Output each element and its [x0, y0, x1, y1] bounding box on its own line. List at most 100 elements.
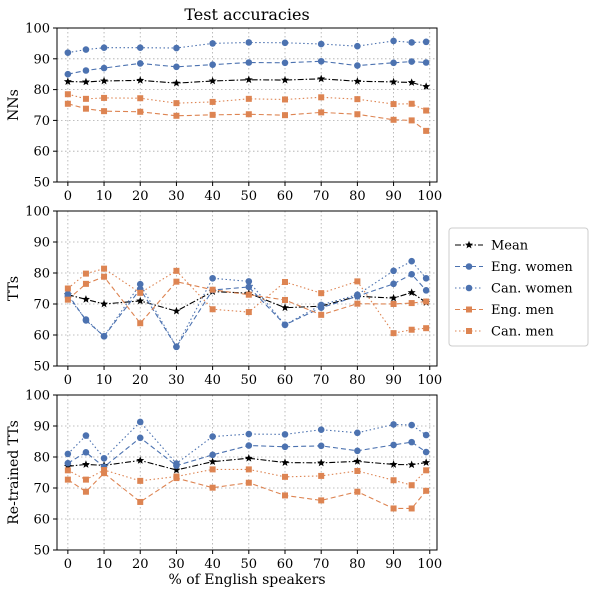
data-point [137, 289, 144, 296]
data-point [245, 479, 252, 486]
x-tick-label: 100 [417, 373, 442, 388]
data-point [389, 77, 398, 86]
data-point [422, 458, 431, 466]
data-point [100, 44, 108, 52]
y-tick-label: 60 [33, 145, 50, 160]
data-point [64, 100, 71, 107]
series-eng-women [64, 434, 430, 471]
data-point [422, 448, 430, 456]
data-point [101, 470, 108, 477]
data-point [101, 467, 108, 474]
data-point [281, 321, 289, 329]
data-point [137, 498, 144, 505]
x-tick-label: 100 [417, 557, 442, 572]
data-point [173, 278, 180, 285]
data-point [422, 431, 430, 439]
x-tick-label: 80 [349, 373, 366, 388]
data-point [408, 39, 415, 46]
series-eng-men [64, 470, 430, 512]
data-point [354, 278, 361, 285]
data-point [354, 488, 361, 495]
data-point [423, 298, 430, 305]
data-point [354, 447, 361, 455]
x-tick-label: 20 [132, 373, 149, 388]
data-point [282, 492, 288, 499]
data-point [408, 505, 415, 512]
data-point [407, 288, 416, 296]
data-point [82, 270, 89, 277]
data-point [100, 76, 109, 85]
data-point [390, 116, 397, 123]
panel-nns: 0 10 20 30 40 50 60 70 80 90 100 50 60 70 80 90 100 NNs [6, 22, 442, 205]
data-point [408, 100, 415, 107]
data-point [389, 460, 398, 468]
data-point [390, 301, 397, 307]
data-point [137, 108, 144, 115]
data-point [354, 467, 361, 474]
data-point [209, 98, 216, 105]
data-point [318, 311, 325, 318]
data-point [318, 497, 325, 504]
data-point [137, 95, 144, 102]
data-point [244, 75, 253, 84]
data-point [172, 306, 181, 315]
data-point [82, 46, 90, 53]
data-point [81, 295, 90, 303]
data-point [209, 306, 216, 313]
data-point [100, 332, 108, 340]
data-point [423, 467, 430, 474]
y-tick-label: 70 [33, 114, 50, 129]
data-point [137, 320, 144, 327]
data-point [101, 273, 108, 280]
data-point [64, 459, 72, 467]
data-point [354, 291, 361, 299]
data-point [101, 94, 108, 101]
data-point [245, 309, 252, 316]
x-tick-label: 20 [132, 557, 149, 572]
x-tick-label: 40 [204, 189, 221, 204]
data-point [81, 460, 90, 468]
plot-frame [56, 27, 438, 183]
panel-re-trained-tts: 0 10 20 30 40 50 60 70 80 90 100 50 60 70 80 90 100 Re-tr… [6, 389, 442, 573]
x-tick-label: 70 [313, 557, 330, 572]
data-point [282, 96, 288, 103]
y-tick-label: 90 [33, 52, 50, 67]
x-tick-label: 90 [385, 189, 402, 204]
data-point [136, 434, 144, 442]
data-point [101, 265, 108, 272]
x-tick-label: 40 [204, 557, 221, 572]
data-point [423, 127, 430, 134]
data-point [390, 441, 397, 449]
data-point [64, 49, 72, 56]
plot-frame [56, 210, 438, 367]
data-point [136, 296, 145, 305]
data-point [317, 57, 325, 65]
series-eng-women [64, 57, 430, 78]
legend-marker [466, 306, 472, 313]
data-point [408, 270, 415, 278]
x-tick-label: 40 [204, 373, 221, 388]
data-point [390, 37, 397, 45]
series-line-can-men [67, 268, 427, 334]
data-point [173, 267, 180, 274]
data-point [390, 280, 397, 288]
data-point [64, 70, 72, 78]
x-tick-label: 80 [349, 189, 366, 204]
data-point [137, 477, 144, 484]
data-point [100, 299, 109, 308]
legend-marker [465, 263, 473, 270]
y-tick-label: 90 [33, 236, 50, 251]
data-point [64, 450, 72, 458]
data-point [281, 39, 289, 47]
data-point [281, 303, 289, 312]
x-tick-label: 70 [313, 189, 330, 204]
data-point [245, 39, 253, 46]
data-point [408, 438, 415, 446]
x-tick-label: 80 [349, 557, 366, 572]
series-line-eng-men [67, 103, 427, 132]
data-point [244, 454, 253, 462]
data-point [82, 67, 90, 74]
data-point [100, 454, 108, 462]
data-point [281, 443, 289, 451]
data-point [245, 291, 252, 298]
